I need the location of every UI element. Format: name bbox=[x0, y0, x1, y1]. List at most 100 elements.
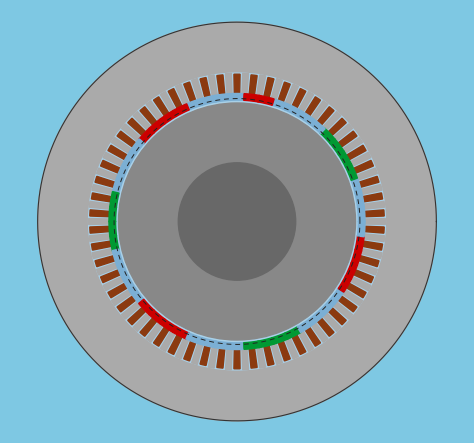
Wedge shape bbox=[360, 249, 382, 259]
Wedge shape bbox=[110, 235, 119, 252]
Wedge shape bbox=[209, 346, 218, 368]
Wedge shape bbox=[328, 118, 346, 135]
Wedge shape bbox=[258, 338, 274, 348]
Wedge shape bbox=[299, 330, 314, 351]
Wedge shape bbox=[184, 341, 196, 361]
Wedge shape bbox=[333, 301, 353, 319]
Wedge shape bbox=[103, 152, 124, 167]
Wedge shape bbox=[200, 78, 210, 97]
Wedge shape bbox=[363, 241, 383, 250]
Wedge shape bbox=[242, 349, 248, 370]
Wedge shape bbox=[97, 168, 118, 180]
Wedge shape bbox=[347, 284, 366, 298]
Wedge shape bbox=[95, 256, 115, 267]
Wedge shape bbox=[117, 163, 129, 180]
Wedge shape bbox=[297, 319, 314, 333]
Wedge shape bbox=[338, 296, 357, 312]
Wedge shape bbox=[264, 346, 274, 365]
Wedge shape bbox=[100, 270, 120, 283]
Wedge shape bbox=[256, 75, 265, 97]
Wedge shape bbox=[191, 343, 203, 365]
Wedge shape bbox=[350, 276, 371, 291]
Wedge shape bbox=[89, 218, 109, 225]
Wedge shape bbox=[363, 193, 383, 202]
Wedge shape bbox=[146, 101, 163, 121]
Wedge shape bbox=[226, 349, 232, 370]
Wedge shape bbox=[109, 221, 117, 237]
Wedge shape bbox=[200, 95, 216, 105]
Wedge shape bbox=[133, 312, 152, 331]
Wedge shape bbox=[234, 74, 240, 93]
Wedge shape bbox=[89, 234, 111, 241]
Wedge shape bbox=[122, 151, 136, 167]
Wedge shape bbox=[108, 145, 127, 159]
Wedge shape bbox=[209, 75, 218, 97]
Wedge shape bbox=[149, 310, 165, 324]
Wedge shape bbox=[356, 263, 377, 275]
Wedge shape bbox=[359, 176, 379, 187]
Wedge shape bbox=[285, 338, 299, 359]
Wedge shape bbox=[175, 84, 189, 105]
Wedge shape bbox=[186, 99, 202, 110]
Wedge shape bbox=[111, 137, 132, 154]
Wedge shape bbox=[318, 107, 334, 125]
Wedge shape bbox=[130, 288, 144, 304]
Wedge shape bbox=[355, 191, 364, 208]
Wedge shape bbox=[97, 263, 118, 275]
Wedge shape bbox=[117, 131, 136, 147]
Wedge shape bbox=[338, 131, 357, 147]
Wedge shape bbox=[363, 202, 385, 209]
Wedge shape bbox=[128, 308, 146, 325]
Wedge shape bbox=[168, 335, 182, 354]
Wedge shape bbox=[342, 137, 363, 154]
Wedge shape bbox=[354, 160, 374, 173]
Wedge shape bbox=[122, 276, 136, 292]
Wedge shape bbox=[160, 319, 177, 333]
Wedge shape bbox=[305, 327, 320, 346]
Wedge shape bbox=[285, 104, 301, 117]
Wedge shape bbox=[338, 276, 352, 292]
Wedge shape bbox=[309, 119, 325, 133]
Wedge shape bbox=[111, 289, 132, 306]
Wedge shape bbox=[128, 118, 146, 135]
Wedge shape bbox=[354, 270, 374, 283]
Wedge shape bbox=[351, 177, 362, 194]
Wedge shape bbox=[347, 145, 366, 159]
Wedge shape bbox=[271, 78, 283, 100]
Wedge shape bbox=[139, 128, 154, 144]
Wedge shape bbox=[365, 210, 384, 217]
Wedge shape bbox=[249, 349, 257, 368]
Wedge shape bbox=[330, 288, 344, 304]
Wedge shape bbox=[356, 168, 377, 180]
Wedge shape bbox=[292, 89, 306, 108]
Wedge shape bbox=[133, 112, 152, 131]
Wedge shape bbox=[365, 218, 385, 225]
Wedge shape bbox=[91, 241, 111, 250]
Wedge shape bbox=[95, 176, 115, 187]
Wedge shape bbox=[299, 92, 314, 113]
Wedge shape bbox=[234, 350, 240, 369]
Wedge shape bbox=[318, 318, 334, 336]
Wedge shape bbox=[112, 177, 123, 194]
Wedge shape bbox=[338, 151, 352, 167]
Circle shape bbox=[89, 73, 385, 370]
Wedge shape bbox=[200, 346, 210, 365]
Wedge shape bbox=[258, 95, 274, 105]
Wedge shape bbox=[226, 73, 232, 94]
Wedge shape bbox=[297, 110, 314, 124]
Wedge shape bbox=[173, 326, 189, 339]
Wedge shape bbox=[200, 338, 216, 348]
Wedge shape bbox=[309, 310, 325, 324]
Wedge shape bbox=[184, 82, 196, 102]
Wedge shape bbox=[90, 226, 109, 233]
Wedge shape bbox=[292, 335, 306, 354]
Wedge shape bbox=[333, 124, 353, 142]
Wedge shape bbox=[365, 226, 384, 233]
Wedge shape bbox=[92, 184, 114, 194]
Wedge shape bbox=[345, 263, 357, 280]
Wedge shape bbox=[285, 84, 299, 105]
Wedge shape bbox=[214, 341, 230, 350]
Wedge shape bbox=[168, 89, 182, 108]
Wedge shape bbox=[130, 139, 144, 155]
Wedge shape bbox=[154, 327, 169, 346]
